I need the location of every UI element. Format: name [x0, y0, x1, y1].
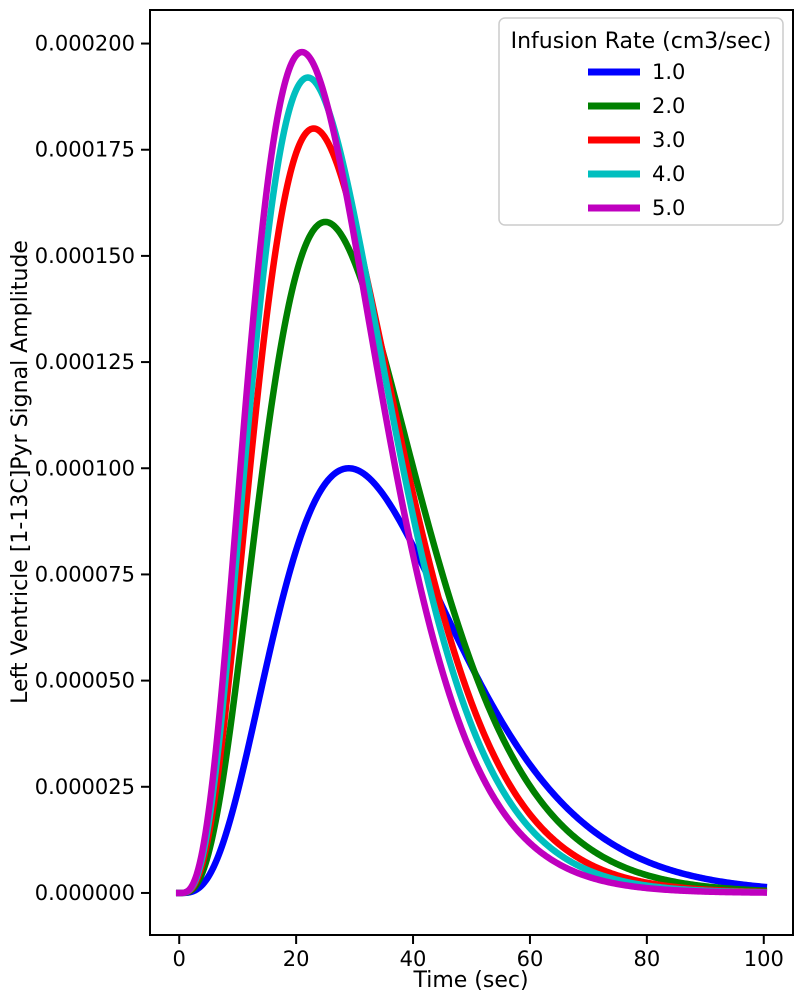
- curve-rate-1-0: [175, 465, 768, 897]
- legend-label-3-0: 3.0: [652, 128, 685, 152]
- y-tick-label: 0.000025: [35, 775, 135, 799]
- legend-label-1-0: 1.0: [652, 60, 685, 84]
- y-tick-label: 0.000075: [35, 562, 135, 586]
- x-axis-label: Time (sec): [412, 968, 528, 993]
- y-tick-label: 0.000150: [35, 244, 135, 268]
- curves-layer: [175, 48, 768, 897]
- x-tick-label: 0: [173, 947, 186, 971]
- y-tick-label: 0.000200: [35, 32, 135, 56]
- x-tick-label: 60: [517, 947, 544, 971]
- plot-frame: [149, 9, 794, 936]
- x-tick-label: 40: [400, 947, 427, 971]
- y-tick-label: 0.000125: [35, 350, 135, 374]
- y-axis-label: Left Ventricle [1-13C]Pyr Signal Amplitu…: [8, 240, 33, 704]
- legend-label-2-0: 2.0: [652, 94, 685, 118]
- y-tick-label: 0.000100: [35, 456, 135, 480]
- y-tick-label: 0.000000: [35, 881, 135, 905]
- y-tick-label: 0.000050: [35, 669, 135, 693]
- legend-label-4-0: 4.0: [652, 162, 685, 186]
- legend-box: [498, 17, 784, 226]
- y-tick-label: 0.000175: [35, 138, 135, 162]
- curve-rate-2-0: [175, 218, 768, 897]
- x-tick-label: 80: [633, 947, 660, 971]
- ticks-layer: 0 20 40 60 80 100 0.000000 0.000025 0.000050 0.00…: [35, 32, 784, 971]
- x-tick-label: 20: [283, 947, 310, 971]
- legend-title: Infusion Rate (cm3/sec): [511, 29, 772, 54]
- legend-label-5-0: 5.0: [652, 196, 685, 220]
- legend: Infusion Rate (cm3/sec) 1.0 2.0 3.0 4.0 5.0: [498, 17, 784, 226]
- curve-rate-5-0: [175, 48, 768, 897]
- x-tick-label: 100: [744, 947, 784, 971]
